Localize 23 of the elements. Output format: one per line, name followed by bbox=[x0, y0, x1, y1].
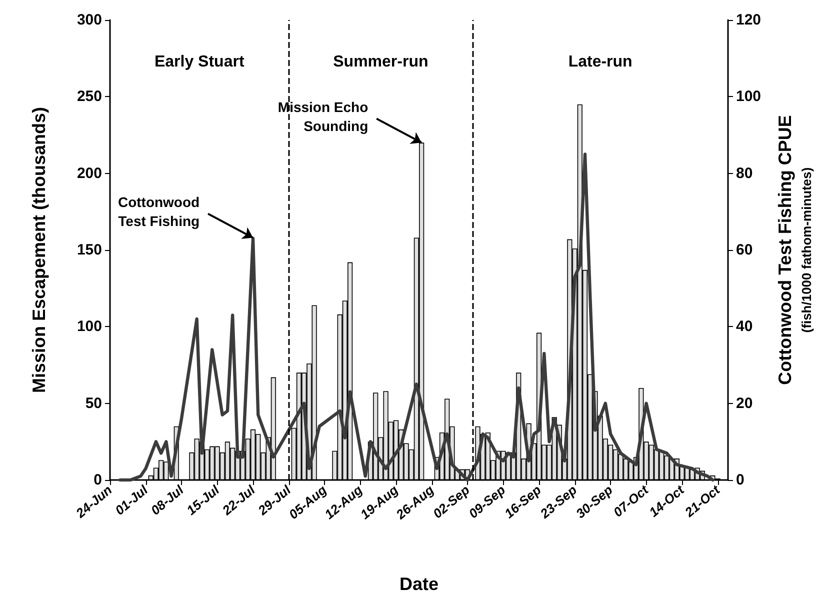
y2-tick-label: 60 bbox=[736, 242, 753, 258]
y2-tick-label: 0 bbox=[736, 472, 744, 488]
y-tick-label: 150 bbox=[76, 242, 102, 258]
annotation: Late-run bbox=[568, 54, 632, 70]
y2-axis-title: Cottonwood Test Fishing CPUE (fish/1000 fathom-minutes) bbox=[775, 115, 814, 385]
annotation: Mission Echo Sounding bbox=[278, 98, 368, 134]
y2-tick-label: 80 bbox=[736, 164, 753, 182]
y-tick-label: 0 bbox=[94, 472, 102, 488]
x-axis-title: Date bbox=[399, 574, 439, 594]
y2-tick-label: 100 bbox=[736, 88, 762, 106]
y-tick-label: 250 bbox=[76, 88, 102, 106]
y2-tick-label: 40 bbox=[736, 318, 753, 336]
y-tick-label: 50 bbox=[85, 394, 102, 412]
y-tick-label: 300 bbox=[76, 12, 102, 28]
y-axis-title: Mission Escapement (thousands) bbox=[29, 106, 49, 394]
y-tick-label: 100 bbox=[76, 318, 102, 336]
annotation: Cottonwood Test Fishing bbox=[118, 194, 200, 229]
annotation: Summer-run bbox=[333, 54, 428, 70]
y2-tick-label: 120 bbox=[736, 12, 762, 28]
line-series bbox=[118, 152, 714, 482]
y2-tick-label: 20 bbox=[736, 394, 753, 412]
annotation: Early Stuart bbox=[154, 54, 245, 70]
y-tick-label: 200 bbox=[76, 164, 102, 182]
